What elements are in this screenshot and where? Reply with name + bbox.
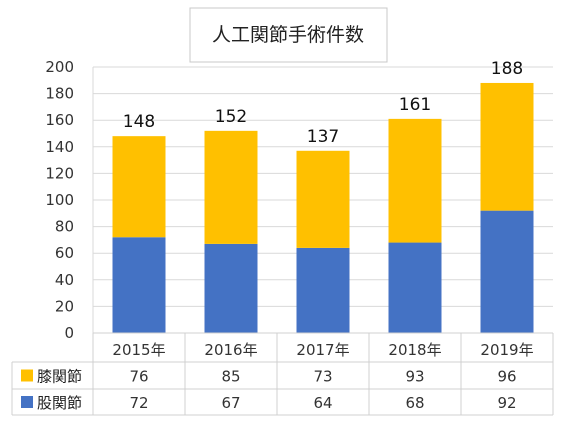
y-tick-label: 120 — [45, 164, 74, 182]
table-value: 68 — [405, 394, 424, 412]
bar-hip-3 — [296, 247, 350, 333]
y-tick-label: 40 — [55, 271, 74, 289]
total-label: 148 — [123, 112, 155, 132]
y-tick-label: 100 — [45, 191, 74, 209]
chart-title: 人工関節手術件数 — [212, 24, 364, 46]
bar-hip-4 — [388, 242, 442, 333]
table-value: 85 — [221, 368, 240, 386]
table-value: 73 — [313, 368, 332, 386]
table-value: 72 — [129, 394, 148, 412]
table-value: 76 — [129, 368, 148, 386]
chart-title-box — [189, 7, 388, 63]
total-labels: 148 152 137 161 188 — [123, 59, 523, 147]
bars — [112, 82, 534, 333]
y-tick-label: 180 — [45, 85, 74, 103]
y-axis-ticks: 0 20 40 60 80 100 120 140 160 180 200 — [45, 58, 74, 342]
legend-swatch — [21, 396, 33, 408]
legend-label: 股関節 — [37, 394, 82, 412]
bar-knee-3 — [296, 150, 350, 248]
table-value: 96 — [497, 368, 516, 386]
total-label: 152 — [215, 107, 247, 127]
bar-knee-2 — [204, 130, 258, 244]
category-label: 2016年 — [204, 341, 257, 359]
table-value: 64 — [313, 394, 332, 412]
y-tick-label: 160 — [45, 111, 74, 129]
table-value: 92 — [497, 394, 516, 412]
total-label: 161 — [399, 95, 431, 115]
category-label: 2018年 — [388, 341, 441, 359]
category-label: 2017年 — [296, 341, 349, 359]
total-label: 188 — [491, 59, 523, 79]
bar-knee-5 — [480, 82, 534, 211]
legend-swatch — [21, 369, 33, 382]
y-tick-label: 140 — [45, 138, 74, 156]
y-tick-label: 20 — [55, 297, 74, 315]
table-value: 67 — [221, 394, 240, 412]
category-label: 2015年 — [112, 341, 165, 359]
table-value: 93 — [405, 368, 424, 386]
y-tick-label: 60 — [55, 244, 74, 262]
y-tick-label: 80 — [55, 218, 74, 236]
legend-label: 膝関節 — [37, 368, 82, 386]
bar-hip-1 — [112, 237, 166, 333]
y-tick-label: 0 — [64, 324, 74, 342]
bar-knee-1 — [112, 136, 166, 238]
total-label: 137 — [307, 127, 339, 147]
bar-hip-5 — [480, 210, 534, 333]
y-tick-label: 200 — [45, 58, 74, 76]
bar-knee-4 — [388, 118, 442, 243]
bar-hip-2 — [204, 243, 258, 333]
category-label: 2019年 — [480, 341, 533, 359]
